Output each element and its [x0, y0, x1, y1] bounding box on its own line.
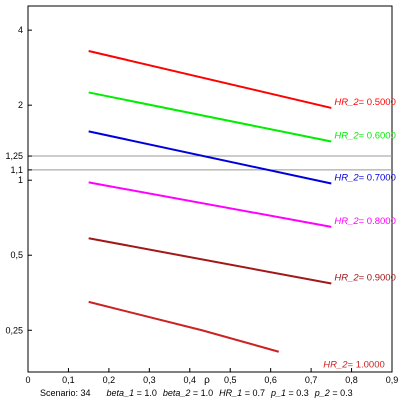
x-tick-label-1: 0,1 — [62, 375, 75, 385]
series-label-2: HR_2= 0.7000 — [334, 173, 396, 184]
x-tick-label-5: 0,5 — [224, 375, 237, 385]
x-tick-label-8: 0,8 — [345, 375, 358, 385]
y-tick-label-3: 1,1 — [10, 165, 23, 175]
series-line-0 — [88, 50, 332, 109]
y-tick-label-2: 1,25 — [5, 151, 23, 161]
series-line-3 — [88, 181, 332, 228]
series-label-1: HR_2= 0.6000 — [334, 130, 396, 141]
y-tick-label-6: 0,25 — [5, 325, 23, 335]
chart-caption: Scenario: 34 beta_1 = 1.0 beta_2 = 1.0 HR_1… — [40, 388, 353, 398]
y-tick-label-1: 2 — [18, 100, 23, 110]
y-tick-label-5: 0,5 — [10, 250, 23, 260]
series-line-5 — [88, 300, 280, 353]
reference-lines — [28, 155, 392, 171]
series-layer — [88, 50, 332, 353]
x-tick-label-4: 0,4 — [184, 375, 197, 385]
series-line-1 — [88, 91, 332, 143]
x-axis-label: ρ — [204, 375, 210, 386]
series-labels: HR_2= 0.5000 HR_2= 0.6000 HR_2= 0.7000 HR_2… — [323, 97, 396, 371]
plot-frame — [27, 5, 393, 373]
axes: 0 0,1 0,2 0,3 0,4 0,5 0,6 0,7 0,8 0,9 4 2 1,25 1,11 0,… — [5, 25, 398, 385]
series-line-4 — [88, 237, 332, 285]
x-tick-label-6: 0,6 — [264, 375, 277, 385]
series-label-0: HR_2= 0.5000 — [334, 97, 396, 108]
series-label-5: HR_2= 1.0000 — [323, 360, 385, 371]
series-label-3: HR_2= 0.8000 — [334, 216, 396, 227]
plot-area — [27, 5, 393, 373]
series-line-2 — [88, 130, 332, 185]
x-tick-label-7: 0,7 — [305, 375, 318, 385]
x-tick-label-0: 0 — [25, 375, 30, 385]
series-label-4: HR_2= 0.9000 — [334, 273, 396, 284]
x-tick-label-9: 0,9 — [386, 375, 399, 385]
x-tick-label-3: 0,3 — [143, 375, 156, 385]
x-tick-label-2: 0,2 — [103, 375, 116, 385]
y-tick-label-4: 1 — [18, 175, 23, 185]
y-tick-label-0: 4 — [18, 25, 23, 35]
